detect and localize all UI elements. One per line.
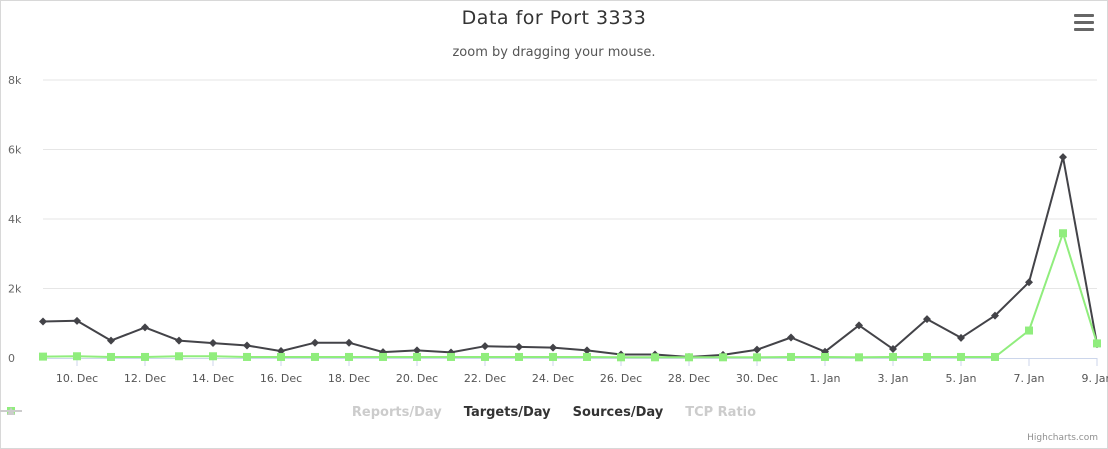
x-tick-label: 18. Dec [328, 372, 370, 385]
data-point-square[interactable] [1059, 229, 1067, 238]
data-point-diamond[interactable] [957, 333, 965, 342]
data-point-diamond[interactable] [855, 321, 863, 330]
data-point-square[interactable] [209, 352, 217, 361]
data-point-square[interactable] [617, 353, 625, 362]
data-point-diamond[interactable] [413, 346, 421, 355]
hamburger-menu-icon[interactable] [1072, 14, 1096, 36]
data-point-square[interactable] [957, 352, 965, 361]
data-point-diamond[interactable] [243, 341, 251, 350]
credits-link[interactable]: Highcharts.com [1027, 433, 1098, 443]
x-tick-label: 1. Jan [810, 372, 841, 385]
data-point-square[interactable] [821, 352, 829, 361]
series-line-targets-day [42, 156, 1098, 358]
data-point-diamond[interactable] [549, 343, 557, 352]
data-point-diamond[interactable] [209, 339, 217, 348]
data-point-square[interactable] [1093, 339, 1101, 348]
data-point-square[interactable] [481, 352, 489, 361]
data-point-square[interactable] [175, 352, 183, 361]
x-tick-label: 26. Dec [600, 372, 642, 385]
legend-label: Reports/Day [351, 405, 442, 420]
data-point-diamond[interactable] [1025, 278, 1033, 287]
data-point-diamond[interactable] [311, 338, 319, 347]
x-tick-label: 14. Dec [192, 372, 234, 385]
legend: Reports/Day Targets/Day Sources/Day TCP Rat… [0, 405, 1108, 420]
x-tick-label: 7. Jan [1014, 372, 1045, 385]
x-tick-label: 12. Dec [124, 372, 166, 385]
data-point-diamond[interactable] [107, 336, 115, 345]
x-tick-label: 20. Dec [396, 372, 438, 385]
data-point-square[interactable] [379, 352, 387, 361]
legend-label: Sources/Day [572, 405, 664, 420]
data-point-diamond[interactable] [1059, 153, 1067, 162]
data-point-square[interactable] [923, 352, 931, 361]
data-point-square[interactable] [685, 353, 693, 362]
data-point-square[interactable] [651, 353, 659, 362]
data-point-diamond[interactable] [923, 315, 931, 324]
data-point-square[interactable] [413, 352, 421, 361]
data-point-square[interactable] [141, 352, 149, 361]
data-point-square[interactable] [855, 353, 863, 362]
legend-label: Targets/Day [463, 405, 551, 420]
x-tick-label: 22. Dec [464, 372, 506, 385]
data-point-square[interactable] [447, 352, 455, 361]
x-tick-label: 9. Jan [1082, 372, 1108, 385]
data-point-square[interactable] [719, 353, 727, 362]
data-point-diamond[interactable] [39, 317, 47, 326]
data-point-diamond[interactable] [991, 311, 999, 320]
data-point-square[interactable] [515, 352, 523, 361]
x-tick-label: 3. Jan [878, 372, 909, 385]
data-point-diamond[interactable] [515, 342, 523, 351]
data-point-square[interactable] [549, 352, 557, 361]
data-point-diamond[interactable] [889, 344, 897, 353]
data-point-square[interactable] [889, 352, 897, 361]
data-point-diamond[interactable] [141, 323, 149, 332]
data-point-square[interactable] [73, 352, 81, 361]
data-point-square[interactable] [1025, 326, 1033, 335]
legend-item-targets-day[interactable]: Targets/Day [0, 405, 551, 420]
data-point-diamond[interactable] [787, 333, 795, 342]
data-point-diamond[interactable] [73, 316, 81, 325]
data-point-square[interactable] [753, 353, 761, 362]
data-point-square[interactable] [311, 352, 319, 361]
x-tick-label: 30. Dec [736, 372, 778, 385]
chart-subtitle: zoom by dragging your mouse. [452, 45, 656, 60]
data-point-diamond[interactable] [481, 342, 489, 351]
legend-item-tcp-ratio[interactable]: TCP Ratio [0, 405, 757, 420]
x-tick-label: 28. Dec [668, 372, 710, 385]
x-tick-label: 5. Jan [946, 372, 977, 385]
data-point-diamond[interactable] [753, 345, 761, 354]
data-point-diamond[interactable] [345, 338, 353, 347]
x-tick-label: 16. Dec [260, 372, 302, 385]
data-point-square[interactable] [991, 352, 999, 361]
data-point-square[interactable] [107, 352, 115, 361]
chart-title: Data for Port 3333 [461, 7, 647, 29]
y-tick-label: 4k [8, 213, 22, 226]
legend-item-sources-day[interactable]: Sources/Day [0, 405, 664, 420]
data-point-square[interactable] [583, 352, 591, 361]
data-point-square[interactable] [39, 352, 47, 361]
y-tick-label: 8k [8, 74, 22, 87]
legend-item-reports-day[interactable]: Reports/Day [0, 405, 442, 420]
x-tick-label: 24. Dec [532, 372, 574, 385]
data-point-square[interactable] [345, 352, 353, 361]
series-line-sources-day [42, 232, 1098, 359]
y-tick-label: 6k [8, 144, 22, 157]
data-point-square[interactable] [787, 352, 795, 361]
triangle-marker-icon [0, 407, 22, 415]
data-point-diamond[interactable] [175, 336, 183, 345]
y-tick-label: 2k [8, 283, 22, 296]
data-point-square[interactable] [277, 352, 285, 361]
legend-label: TCP Ratio [685, 405, 757, 420]
data-point-diamond[interactable] [583, 346, 591, 355]
x-tick-label: 10. Dec [56, 372, 98, 385]
data-point-square[interactable] [243, 352, 251, 361]
y-tick-label: 0 [8, 352, 15, 365]
